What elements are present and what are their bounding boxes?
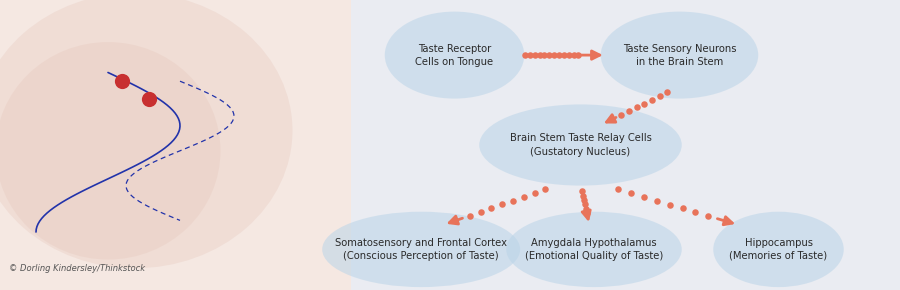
Point	[701, 214, 716, 218]
Point	[650, 199, 664, 203]
Point	[527, 53, 542, 57]
Text: Amygdala Hypothalamus
(Emotional Quality of Taste): Amygdala Hypothalamus (Emotional Quality…	[525, 238, 663, 261]
Point	[652, 94, 667, 98]
Text: Taste Receptor
Cells on Tongue: Taste Receptor Cells on Tongue	[416, 44, 493, 67]
Point	[614, 113, 628, 117]
Ellipse shape	[713, 212, 844, 287]
Point	[484, 206, 499, 211]
Point	[495, 202, 509, 207]
Point	[622, 109, 636, 113]
Point	[644, 97, 659, 102]
Point	[537, 53, 552, 57]
Ellipse shape	[479, 104, 682, 186]
Point	[660, 90, 674, 95]
Point	[579, 206, 593, 211]
Point	[688, 210, 703, 215]
Ellipse shape	[0, 42, 220, 260]
Point	[610, 187, 625, 192]
Point	[527, 191, 542, 195]
Point	[637, 101, 652, 106]
FancyBboxPatch shape	[0, 0, 351, 290]
Text: Somatosensory and Frontal Cortex
(Conscious Perception of Taste): Somatosensory and Frontal Cortex (Consci…	[335, 238, 508, 261]
Point	[636, 195, 651, 199]
Text: Brain Stem Taste Relay Cells
(Gustatory Nucleus): Brain Stem Taste Relay Cells (Gustatory …	[509, 133, 652, 157]
Point	[662, 202, 677, 207]
Point	[114, 79, 129, 84]
Text: © Dorling Kindersley/Thinkstock: © Dorling Kindersley/Thinkstock	[9, 264, 145, 273]
Point	[572, 53, 586, 57]
Ellipse shape	[0, 0, 292, 268]
Point	[575, 193, 590, 198]
Ellipse shape	[506, 212, 682, 287]
Point	[629, 105, 643, 110]
Point	[562, 53, 576, 57]
Ellipse shape	[601, 12, 758, 99]
Point	[141, 96, 156, 101]
Point	[566, 53, 580, 57]
Point	[675, 206, 689, 211]
Point	[542, 53, 556, 57]
Point	[463, 213, 477, 218]
Text: Taste Sensory Neurons
in the Brain Stem: Taste Sensory Neurons in the Brain Stem	[623, 44, 736, 67]
Point	[547, 53, 562, 57]
Point	[552, 53, 566, 57]
Point	[518, 53, 532, 57]
Point	[517, 195, 531, 199]
Point	[473, 210, 488, 214]
Point	[580, 211, 594, 215]
Point	[523, 53, 537, 57]
Point	[538, 187, 553, 192]
Text: Hippocampus
(Memories of Taste): Hippocampus (Memories of Taste)	[729, 238, 828, 261]
Point	[624, 191, 638, 195]
Point	[576, 198, 590, 202]
Point	[506, 198, 520, 203]
Point	[533, 53, 547, 57]
Point	[578, 202, 592, 207]
Ellipse shape	[385, 12, 524, 99]
Point	[556, 53, 571, 57]
Point	[574, 189, 589, 194]
Ellipse shape	[322, 212, 520, 287]
